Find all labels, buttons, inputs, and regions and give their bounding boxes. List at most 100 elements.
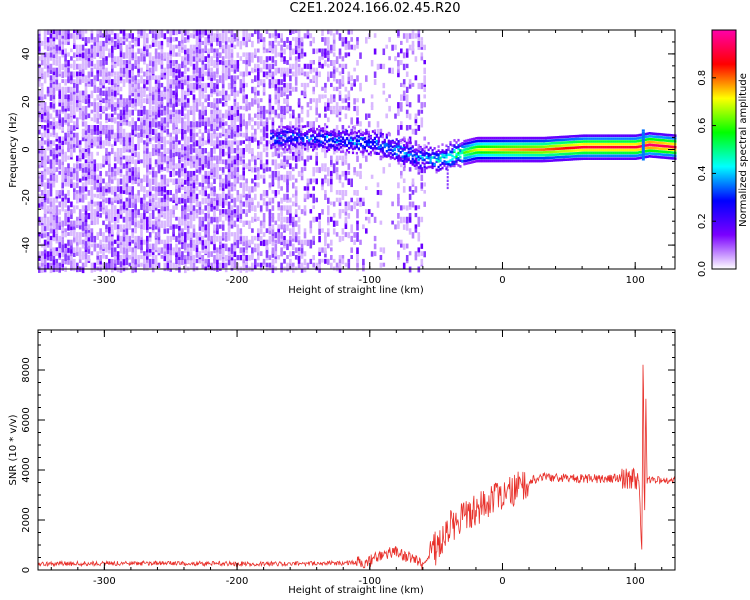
spectrogram-cell: [341, 67, 345, 75]
spectrogram-cell: [186, 170, 190, 177]
spectrogram-cell: [181, 33, 184, 40]
spectrogram-cell: [38, 117, 41, 123]
spectrogram-cell: [184, 167, 187, 174]
spectrogram-cell: [131, 37, 134, 43]
spectrogram-cell: [154, 193, 158, 201]
spectrogram-cell: [81, 186, 85, 193]
spectrogram-cell: [420, 174, 424, 182]
spectrogram-cell: [274, 148, 278, 154]
spectrogram-cell: [181, 155, 184, 162]
spectrogram-cell: [356, 220, 359, 225]
spectrogram-cell: [134, 216, 137, 223]
spectrogram-cell: [64, 209, 67, 213]
spectrogram-cell: [143, 151, 146, 157]
spectrogram-cell: [303, 86, 307, 92]
spectrogram-cell: [78, 151, 82, 158]
spectrogram-cell: [274, 255, 278, 260]
spectrogram-cell: [400, 140, 403, 145]
spectrogram-cell: [309, 258, 313, 265]
spectrogram-cell: [125, 170, 129, 176]
spectrogram-cell: [172, 98, 175, 104]
spectrogram-cell: [76, 251, 79, 256]
spectrogram-cell: [219, 243, 222, 250]
spectrogram-cell: [166, 98, 170, 103]
spectrogram-cell: [122, 82, 126, 87]
spectrogram-cell: [125, 67, 129, 75]
spectrogram-cell: [347, 170, 351, 175]
spectrogram-cell: [113, 163, 117, 169]
spectrogram-cell: [207, 224, 210, 230]
spectrogram-cell: [344, 63, 348, 69]
spectrogram-cell: [134, 258, 137, 265]
spectrogram-ridge-cell: [280, 136, 283, 140]
spectrogram-cell: [78, 56, 82, 61]
spectrogram-cell: [210, 79, 213, 84]
spectrogram-cell: [172, 79, 175, 85]
spectrogram-cell: [300, 209, 304, 215]
spectrogram-cell: [175, 262, 178, 269]
spectrogram-cell: [221, 33, 225, 40]
spectrogram-cell: [116, 255, 120, 260]
spectrogram-cell: [280, 213, 283, 217]
spectrogram-cell: [134, 37, 137, 42]
spectrogram-cell: [55, 190, 59, 197]
spectrogram-cell: [148, 247, 152, 253]
spectrogram-cell: [73, 109, 76, 116]
spectrogram-cell: [189, 213, 193, 218]
spectrogram-cell: [166, 105, 170, 113]
spectrogram-cell: [286, 128, 289, 133]
spectrogram-cell: [233, 186, 237, 191]
spectrogram-cell: [84, 186, 88, 192]
spectrogram-cell: [119, 67, 123, 74]
spectrogram-cell: [172, 44, 175, 51]
spectrogram-cell: [224, 209, 228, 215]
spectrogram-cell: [96, 44, 99, 49]
spectrogram-cell: [394, 113, 397, 119]
spectrogram-cell: [289, 56, 292, 61]
spectrogram-cell: [163, 262, 167, 269]
spectrogram-cell: [178, 216, 181, 223]
spectrogram-cell: [169, 33, 172, 38]
spectrogram-cell: [128, 186, 132, 193]
spectrogram-cell: [294, 148, 298, 155]
spectrogram-cell: [137, 170, 140, 178]
spectrogram-cell: [46, 140, 50, 147]
spectrogram-cell: [81, 90, 85, 96]
spectrogram-cell: [198, 117, 202, 122]
spectrogram-cell: [184, 60, 187, 66]
spectrogram-cell: [286, 262, 289, 269]
spectrogram-cell: [402, 52, 406, 59]
spectrogram-cell: [335, 262, 339, 268]
spectrogram-cell: [160, 182, 164, 187]
spectrogram-cell: [119, 197, 123, 204]
spectrogram-cell: [221, 86, 225, 93]
spectrogram-cell: [90, 37, 94, 43]
spectrogram-cell: [122, 235, 126, 242]
spectrogram-cell: [213, 90, 216, 95]
spectrogram-cell: [257, 113, 260, 120]
spectrogram-cell: [90, 60, 94, 67]
spectrogram-cell: [46, 121, 50, 128]
spectrogram-cell: [359, 201, 362, 207]
spectrogram-cell: [254, 94, 257, 100]
spectrogram-cell: [49, 94, 53, 101]
spectrogram-cell: [181, 132, 184, 139]
spectrogram-cell: [175, 52, 178, 57]
spectrogram-cell: [274, 44, 278, 51]
spectrogram-cell: [245, 105, 248, 112]
spectrogram-cell: [96, 178, 99, 183]
spectrogram-cell: [236, 224, 240, 230]
spectrogram-cell: [87, 102, 91, 108]
spectrogram-cell: [70, 48, 73, 53]
spectrogram-cell: [192, 182, 196, 189]
spectrogram-cell: [49, 239, 53, 246]
spectrogram-cell: [143, 216, 146, 223]
spectrogram-cell: [405, 216, 409, 224]
spectrogram-cell: [175, 63, 178, 70]
spectrogram-cell: [160, 56, 164, 61]
spectrogram-cell: [55, 56, 59, 60]
spectrogram-cell: [160, 186, 164, 192]
spectrogram-cell: [254, 163, 257, 168]
spectrogram-cell: [108, 98, 111, 102]
spectrogram-cell: [58, 90, 61, 97]
